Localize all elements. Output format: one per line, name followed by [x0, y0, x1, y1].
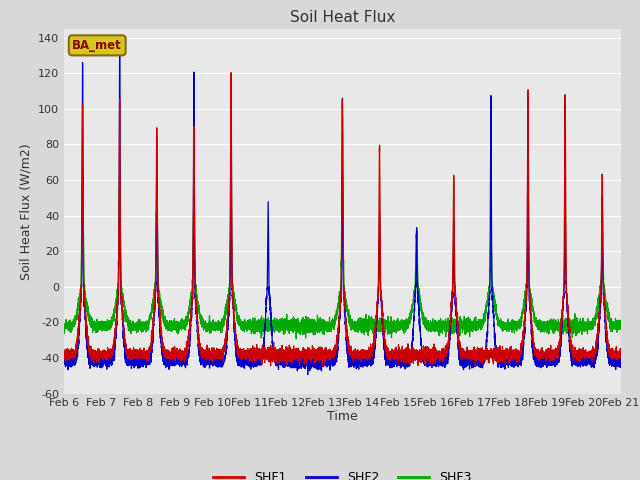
Line: SHF1: SHF1: [64, 72, 621, 367]
SHF2: [60, 356, 68, 362]
SHF1: [594, 336, 602, 342]
SHF3: [483, 303, 491, 309]
SHF2: [617, 359, 625, 364]
SHF2: [304, 372, 312, 377]
SHF1: [467, 351, 475, 357]
Legend: SHF1, SHF2, SHF3: SHF1, SHF2, SHF3: [208, 467, 477, 480]
SHF2: [116, 48, 124, 54]
SHF3: [250, 327, 257, 333]
SHF1: [319, 364, 326, 370]
Y-axis label: Soil Heat Flux (W/m2): Soil Heat Flux (W/m2): [19, 143, 33, 279]
SHF1: [617, 351, 625, 357]
SHF1: [483, 349, 491, 355]
SHF1: [227, 70, 235, 75]
X-axis label: Time: Time: [327, 410, 358, 423]
SHF3: [617, 323, 625, 329]
SHF2: [250, 360, 257, 366]
Line: SHF3: SHF3: [64, 167, 621, 339]
SHF2: [483, 338, 491, 344]
Title: Soil Heat Flux: Soil Heat Flux: [290, 10, 395, 25]
SHF3: [60, 323, 68, 328]
SHF1: [324, 354, 332, 360]
SHF2: [594, 344, 602, 350]
SHF3: [467, 328, 475, 334]
Line: SHF2: SHF2: [64, 51, 621, 374]
SHF2: [324, 360, 332, 366]
SHF1: [60, 347, 68, 353]
SHF3: [587, 323, 595, 328]
SHF2: [587, 359, 595, 365]
SHF1: [587, 349, 595, 355]
SHF3: [79, 164, 86, 169]
SHF2: [467, 358, 475, 363]
SHF3: [594, 305, 602, 311]
SHF3: [324, 327, 332, 333]
SHF3: [292, 336, 300, 342]
SHF1: [250, 349, 257, 355]
Text: BA_met: BA_met: [72, 39, 122, 52]
